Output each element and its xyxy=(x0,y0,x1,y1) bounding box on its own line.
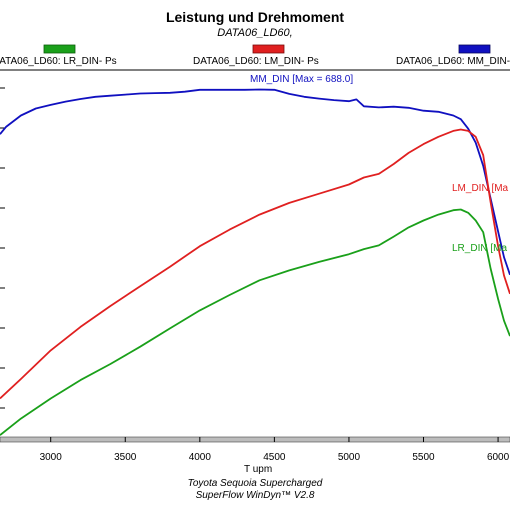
legend-swatch-lr xyxy=(43,44,76,54)
series-label-lm: LM_DIN [Ma xyxy=(452,183,509,194)
x-axis-bar xyxy=(0,436,510,443)
chart-title: Leistung und Drehmoment xyxy=(165,9,345,25)
x-tick-label: 5500 xyxy=(412,452,435,463)
x-axis-title: T upm xyxy=(244,464,272,475)
legend-label-lm: DATA06_LD60: LM_DIN- Ps xyxy=(193,56,319,67)
series-line-lr-din xyxy=(0,208,510,436)
x-axis-ticks: 3000 3500 4000 4500 5000 5500 6000 xyxy=(0,87,510,463)
x-tick-label: 3500 xyxy=(114,452,137,463)
legend: DATA06_LD60: LR_DIN- Ps DATA06_LD60: LM_… xyxy=(0,44,510,67)
x-tick-label: 5000 xyxy=(338,452,361,463)
x-tick-label: 6000 xyxy=(487,452,510,463)
series-lines xyxy=(0,88,510,436)
series-label-mm: MM_DIN [Max = 688.0] xyxy=(250,74,353,85)
legend-swatch-lm xyxy=(252,44,285,54)
legend-label-mm: DATA06_LD60: MM_DIN- Ps xyxy=(396,56,510,67)
x-tick-label: 4000 xyxy=(189,452,212,463)
chart-subtitle: DATA06_LD60, xyxy=(217,27,293,39)
footer-vehicle: Toyota Sequoia Supercharged xyxy=(187,478,323,489)
legend-label-lr: DATA06_LD60: LR_DIN- Ps xyxy=(0,56,117,67)
x-tick-label: 4500 xyxy=(263,452,286,463)
legend-swatch-mm xyxy=(458,44,491,54)
footer-software: SuperFlow WinDyn™ V2.8 xyxy=(195,490,315,501)
x-tick-label: 3000 xyxy=(40,452,63,463)
series-label-lr: LR_DIN [Ma xyxy=(452,243,507,254)
series-line-lm-din xyxy=(0,128,510,400)
series-line-mm-din xyxy=(0,88,510,276)
